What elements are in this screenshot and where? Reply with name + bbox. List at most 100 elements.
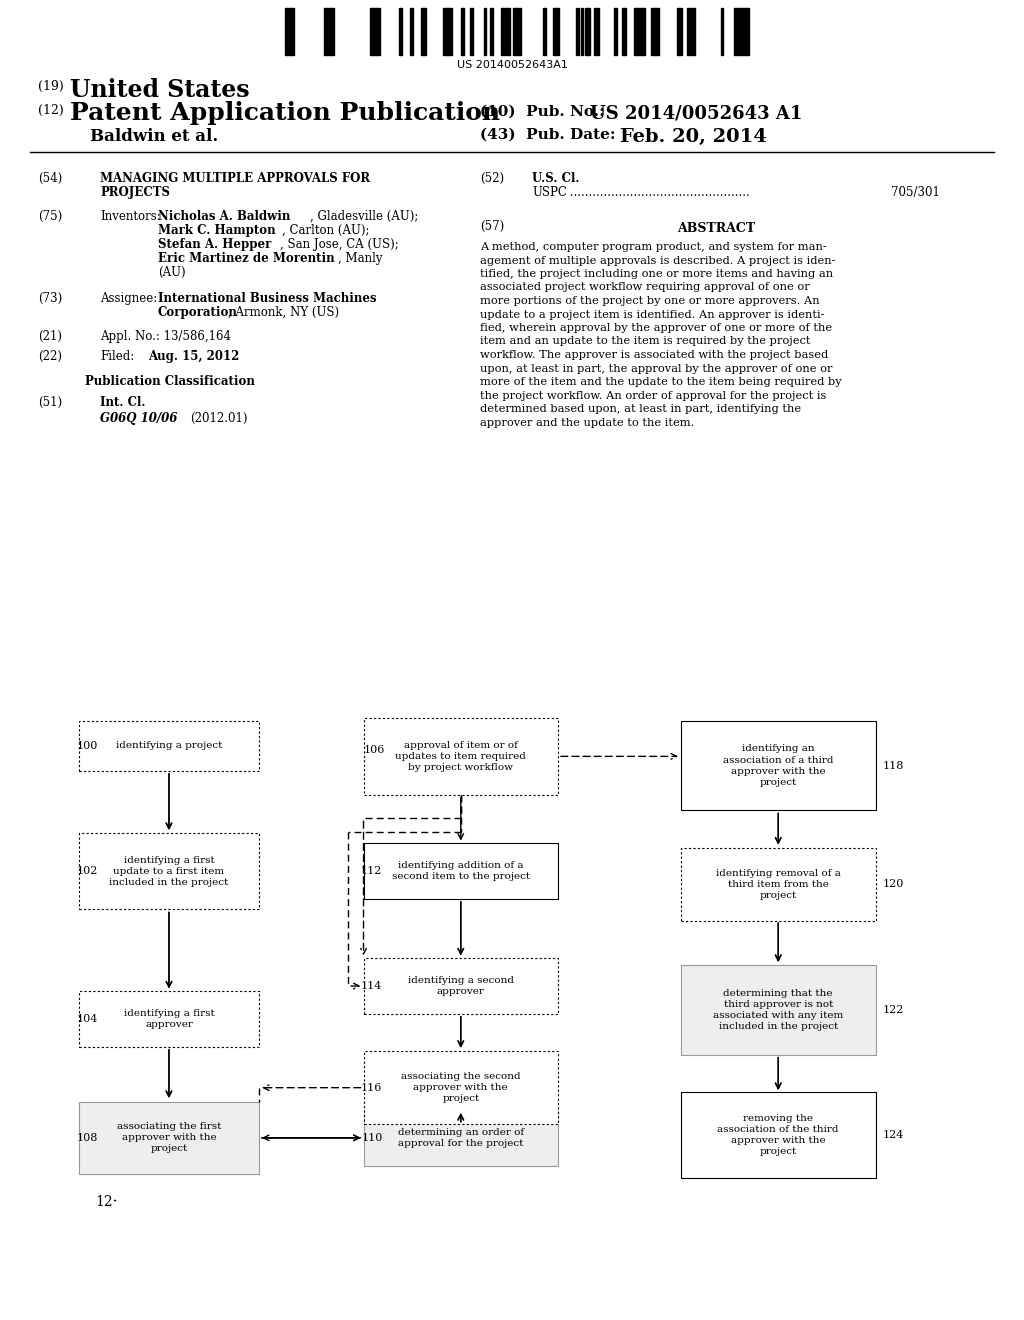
Bar [411, 8, 413, 55]
Text: (22): (22) [38, 350, 62, 363]
Text: identifying addition of a
second item to the project: identifying addition of a second item to… [392, 861, 529, 882]
Bar [587, 8, 590, 55]
Text: , Gladesville (AU);: , Gladesville (AU); [310, 210, 419, 223]
Bar [544, 8, 546, 55]
Bar [513, 8, 518, 55]
Text: Stefan A. Hepper: Stefan A. Hepper [158, 238, 271, 251]
Text: 104: 104 [77, 1014, 98, 1024]
Text: more of the item and the update to the item being required by: more of the item and the update to the i… [480, 378, 842, 387]
Text: Mark C. Hampton: Mark C. Hampton [158, 224, 275, 238]
Text: upon, at least in part, the approval by the approver of one or: upon, at least in part, the approval by … [480, 363, 833, 374]
Text: , Manly: , Manly [338, 252, 383, 265]
Text: ABSTRACT: ABSTRACT [677, 222, 755, 235]
Text: Appl. No.: 13/586,164: Appl. No.: 13/586,164 [100, 330, 231, 343]
Text: associating the second
approver with the
project: associating the second approver with the… [401, 1072, 520, 1104]
Text: MANAGING MULTIPLE APPROVALS FOR: MANAGING MULTIPLE APPROVALS FOR [100, 172, 370, 185]
Text: update to a project item is identified. An approver is identi-: update to a project item is identified. … [480, 309, 824, 319]
Text: , Armonk, NY (US): , Armonk, NY (US) [228, 306, 339, 319]
Bar [614, 8, 616, 55]
Text: Baldwin et al.: Baldwin et al. [90, 128, 218, 145]
Text: 108: 108 [77, 1133, 98, 1143]
Text: more portions of the project by one or more approvers. An: more portions of the project by one or m… [480, 296, 819, 306]
Text: 116: 116 [360, 1082, 382, 1093]
Text: determining that the
third approver is not
associated with any item
included in : determining that the third approver is n… [713, 989, 844, 1031]
Bar [450, 8, 452, 55]
Bar [375, 8, 380, 55]
Text: (10)  Pub. No.:: (10) Pub. No.: [480, 106, 615, 119]
Text: US 20140052643A1: US 20140052643A1 [457, 59, 567, 70]
Text: 110: 110 [361, 1133, 383, 1143]
Bar [681, 849, 876, 921]
Text: 118: 118 [883, 760, 904, 771]
Bar [443, 8, 444, 55]
Text: Nicholas A. Baldwin: Nicholas A. Baldwin [158, 210, 291, 223]
Bar [634, 8, 639, 55]
Bar [461, 8, 465, 55]
Text: Filed:: Filed: [100, 350, 134, 363]
Bar [641, 8, 645, 55]
Bar [80, 833, 258, 909]
Bar [80, 1101, 258, 1175]
Text: USPC: USPC [532, 186, 567, 199]
Bar [444, 8, 450, 55]
Text: 705/301: 705/301 [891, 186, 940, 199]
Text: United States: United States [70, 78, 250, 102]
Text: approval of item or of
updates to item required
by project workflow: approval of item or of updates to item r… [395, 741, 526, 772]
Bar [370, 8, 375, 55]
Bar [639, 8, 641, 55]
Bar [501, 8, 506, 55]
Text: tified, the project including one or more items and having an: tified, the project including one or mor… [480, 269, 834, 279]
Text: determining an order of
approval for the project: determining an order of approval for the… [397, 1127, 524, 1148]
Text: Inventors:: Inventors: [100, 210, 161, 223]
Bar [577, 8, 579, 55]
Text: (73): (73) [38, 292, 62, 305]
Text: determined based upon, at least in part, identifying the: determined based upon, at least in part,… [480, 404, 801, 414]
Bar [364, 1110, 558, 1166]
Bar [581, 8, 583, 55]
Bar [286, 8, 290, 55]
Text: , Carlton (AU);: , Carlton (AU); [282, 224, 370, 238]
Bar [721, 8, 723, 55]
Bar [364, 843, 558, 899]
Text: associating the first
approver with the
project: associating the first approver with the … [117, 1122, 221, 1154]
Text: (54): (54) [38, 172, 62, 185]
Text: (2012.01): (2012.01) [190, 412, 248, 425]
Text: identifying a first
approver: identifying a first approver [124, 1008, 214, 1030]
Text: 114: 114 [360, 981, 382, 991]
Bar [398, 8, 400, 55]
Text: Patent Application Publication: Patent Application Publication [70, 102, 500, 125]
Text: 12: 12 [95, 1195, 113, 1209]
Bar [400, 8, 401, 55]
Bar [327, 8, 330, 55]
Bar [650, 8, 655, 55]
Text: (52): (52) [480, 172, 504, 185]
Text: identifying a first
update to a first item
included in the project: identifying a first update to a first it… [110, 855, 228, 887]
Text: Publication Classification: Publication Classification [85, 375, 255, 388]
Bar [678, 8, 682, 55]
Bar [324, 8, 327, 55]
Text: agement of multiple approvals is described. A project is iden-: agement of multiple approvals is describ… [480, 256, 836, 265]
Bar [743, 8, 750, 55]
Bar [364, 958, 558, 1014]
Text: (43)  Pub. Date:: (43) Pub. Date: [480, 128, 615, 143]
Text: 122: 122 [883, 1005, 904, 1015]
Text: (51): (51) [38, 396, 62, 409]
Text: Int. Cl.: Int. Cl. [100, 396, 145, 409]
Text: 112: 112 [360, 866, 382, 876]
Text: (12): (12) [38, 104, 63, 117]
Bar [470, 8, 473, 55]
Text: associated project workflow requiring approval of one or: associated project workflow requiring ap… [480, 282, 810, 293]
Bar [681, 1093, 876, 1177]
Bar [681, 965, 876, 1055]
Bar [690, 8, 695, 55]
Text: US 2014/0052643 A1: US 2014/0052643 A1 [590, 106, 803, 123]
Bar [738, 8, 743, 55]
Text: (21): (21) [38, 330, 62, 343]
Text: G06Q 10/06: G06Q 10/06 [100, 412, 177, 425]
Bar [80, 991, 258, 1047]
Text: (19): (19) [38, 81, 63, 92]
Bar [422, 8, 426, 55]
Bar [553, 8, 555, 55]
Text: identifying an
association of a third
approver with the
project: identifying an association of a third ap… [723, 744, 834, 787]
Text: 124: 124 [883, 1130, 904, 1140]
